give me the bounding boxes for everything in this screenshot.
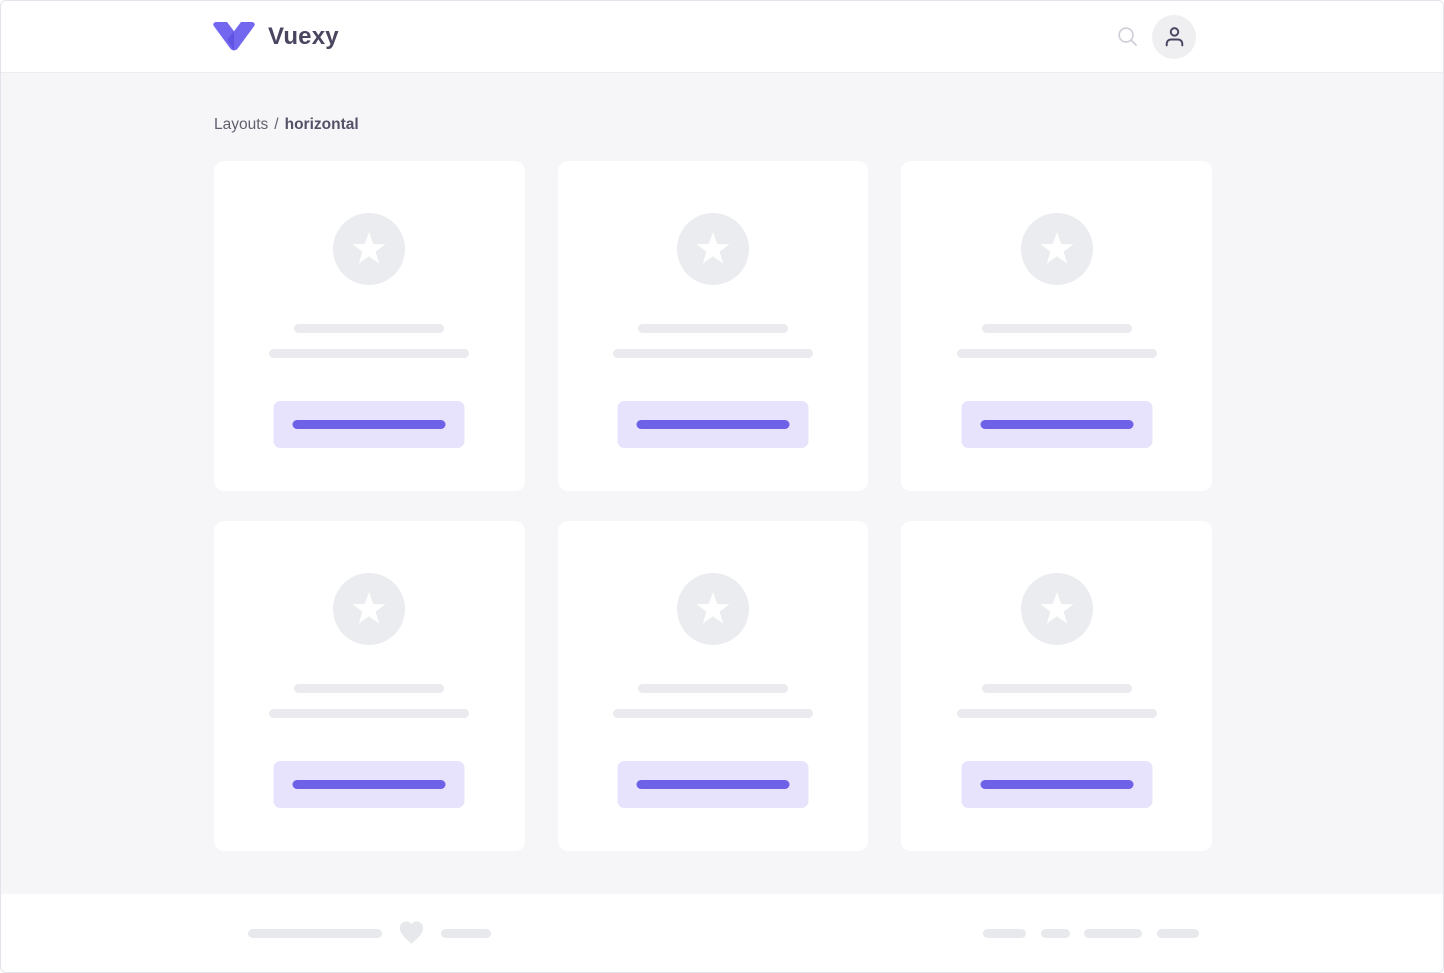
placeholder-button[interactable] [273, 401, 465, 448]
placeholder-button-label-bar [980, 420, 1134, 429]
placeholder-button[interactable] [617, 761, 809, 808]
placeholder-card [901, 521, 1212, 851]
vuexy-logo-icon [213, 21, 255, 50]
skeleton-link [1157, 928, 1199, 938]
skeleton-text-line [441, 928, 491, 938]
brand-name: Vuexy [268, 22, 339, 50]
header-inner: Vuexy [213, 14, 1211, 59]
skeleton-link [1041, 928, 1070, 938]
skeleton-text-line [981, 684, 1132, 693]
placeholder-button[interactable] [961, 761, 1153, 808]
star-icon [1020, 213, 1093, 285]
breadcrumb-separator: / [274, 116, 279, 133]
star-icon [1020, 573, 1093, 645]
placeholder-button-label-bar [636, 420, 790, 429]
placeholder-button-label-bar [292, 780, 446, 789]
search-icon[interactable] [1115, 25, 1139, 49]
breadcrumb: Layouts / horizontal [214, 116, 1212, 134]
footer-links-placeholder [983, 928, 1199, 938]
skeleton-text-line [248, 928, 382, 938]
skeleton-text-line [612, 349, 813, 358]
skeleton-text-line [981, 324, 1132, 333]
brand: Vuexy [213, 21, 339, 52]
placeholder-card [214, 161, 525, 491]
star-icon [333, 573, 406, 645]
skeleton-text-line [269, 349, 470, 358]
skeleton-link [983, 928, 1026, 938]
skeleton-text-line [612, 709, 813, 718]
footer-copyright-placeholder [248, 919, 491, 947]
star-icon [676, 573, 749, 645]
placeholder-card [901, 161, 1212, 491]
skeleton-text-line [956, 709, 1157, 718]
placeholder-card [214, 521, 525, 851]
user-avatar-button[interactable] [1152, 14, 1196, 59]
skeleton-link [1084, 928, 1142, 938]
header-actions [1115, 14, 1211, 59]
heart-icon [399, 921, 424, 944]
breadcrumb-current: horizontal [284, 116, 359, 133]
placeholder-button[interactable] [273, 761, 465, 808]
skeleton-text-line [637, 324, 788, 333]
placeholder-card [557, 521, 869, 851]
star-icon [676, 213, 749, 285]
app-header: Vuexy [1, 1, 1443, 73]
skeleton-text-line [956, 349, 1157, 358]
main-content: Layouts / horizontal [1, 73, 1443, 894]
skeleton-text-line [294, 684, 445, 693]
placeholder-button-label-bar [980, 780, 1134, 789]
app-footer [1, 894, 1443, 972]
skeleton-text-line [637, 684, 788, 693]
placeholder-button-label-bar [292, 420, 446, 429]
placeholder-button[interactable] [961, 401, 1153, 448]
breadcrumb-parent[interactable]: Layouts [214, 116, 269, 133]
skeleton-text-line [294, 324, 445, 333]
placeholder-button[interactable] [617, 401, 809, 448]
star-icon [333, 213, 406, 285]
placeholder-card [557, 161, 869, 491]
placeholder-button-label-bar [636, 780, 790, 789]
skeleton-text-line [269, 709, 470, 718]
placeholder-card-grid [214, 161, 1212, 851]
user-icon [1165, 27, 1183, 47]
